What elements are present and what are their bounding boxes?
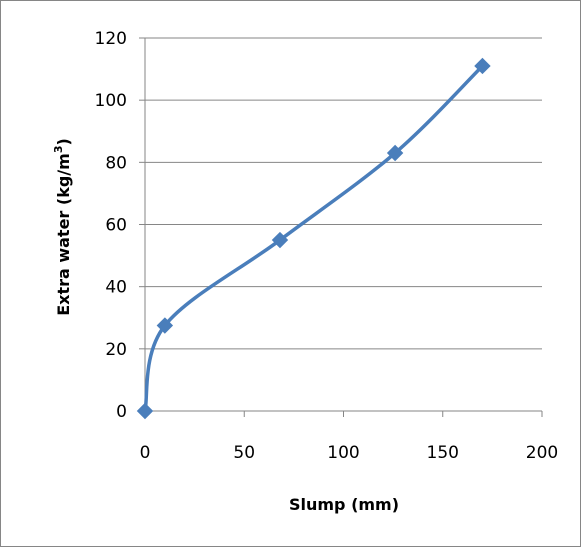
x-tick-label-100: 100	[327, 443, 359, 463]
series-line-0	[143, 64, 485, 413]
x-tick-label-200: 200	[526, 443, 558, 463]
x-tick-label-0: 0	[140, 443, 151, 463]
y-tick-label-20: 20	[105, 340, 127, 360]
data-point-3	[386, 144, 404, 162]
y-axis-title-superscript: 3	[52, 146, 65, 154]
x-tick-label-50: 50	[233, 443, 255, 463]
axes-layer	[139, 37, 543, 417]
x-axis-title: Slump (mm)	[289, 495, 399, 514]
y-axis-title-end: )	[54, 138, 73, 145]
data-point-1	[156, 317, 174, 334]
series-layer	[143, 64, 485, 413]
data-point-2	[271, 231, 289, 249]
data-point-0	[136, 402, 154, 420]
y-tick-label-0: 0	[116, 402, 127, 422]
x-tick-labels: 0 50 100 150 200	[140, 443, 559, 463]
x-tick-label-150: 150	[427, 443, 459, 463]
data-point-4	[474, 57, 491, 75]
y-tick-label-40: 40	[105, 278, 127, 298]
y-tick-label-100: 100	[95, 91, 127, 111]
y-tick-labels: 0 20 40 60 80 100 120	[95, 29, 127, 422]
y-tick-label-80: 80	[105, 153, 127, 173]
y-tick-label-120: 120	[95, 29, 127, 49]
y-tick-label-60: 60	[105, 216, 127, 236]
marker-layer	[136, 57, 491, 420]
y-axis-title-main: Extra water (kg/m	[54, 153, 73, 316]
y-axis-title: Extra water (kg/m3)	[52, 138, 73, 316]
